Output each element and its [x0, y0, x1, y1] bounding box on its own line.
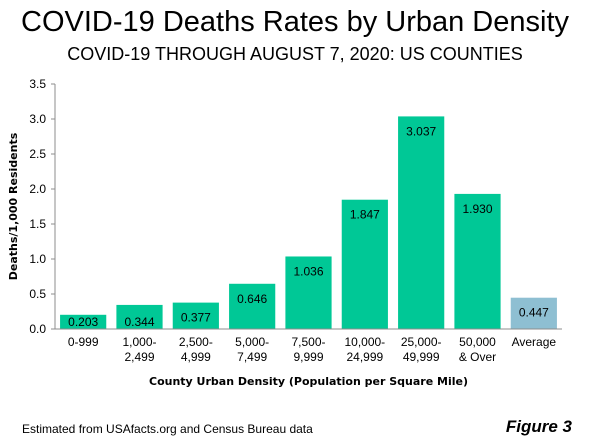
- x-axis-ticks: 0-999 1,000-2,499 2,500-4,999 5,000-7,499 7,…: [68, 335, 557, 364]
- x-tick-label: Average: [512, 335, 557, 349]
- x-tick-label: 50,000 & Over: [459, 335, 496, 364]
- bar: [398, 116, 445, 329]
- data-label: 0.344: [124, 315, 154, 329]
- data-label: 3.037: [406, 124, 436, 138]
- y-tick-label: 3.5: [29, 77, 46, 91]
- y-tick-label: 2.5: [29, 147, 46, 161]
- bar: [229, 283, 276, 329]
- data-label: 0.377: [181, 311, 211, 325]
- y-tick-label: 0.5: [29, 287, 46, 301]
- y-tick-label: 3.0: [29, 112, 46, 126]
- data-label: 1.930: [462, 202, 492, 216]
- bar: [454, 193, 501, 329]
- x-tick-label: 5,000-7,499: [235, 335, 269, 364]
- y-tick-label: 1.5: [29, 217, 46, 231]
- data-labels: 0.203 0.344 0.377 0.646 1.036 1.847 3.037 1.930…: [68, 124, 549, 329]
- bar-average: [510, 297, 557, 329]
- bar: [60, 314, 107, 329]
- x-axis-label: County Urban Density (Population per Squ…: [149, 375, 468, 388]
- x-tick-label: 25,000-49,999: [401, 335, 442, 364]
- y-axis-label: Deaths/1,000 Residents: [7, 132, 20, 280]
- chart-subtitle: COVID-19 THROUGH AUGUST 7, 2020: US COUN…: [67, 44, 523, 64]
- data-label: 1.847: [350, 208, 380, 222]
- bars: [60, 116, 557, 329]
- y-tick-label: 0.0: [29, 322, 46, 336]
- x-tick-label: 2,500-4,999: [179, 335, 213, 364]
- x-tick-label: 10,000-24,999: [344, 335, 385, 364]
- data-label: 0.447: [519, 306, 549, 320]
- figure-label: Figure 3: [505, 417, 572, 436]
- x-tick-label: 0-999: [68, 335, 99, 349]
- bar: [116, 304, 163, 329]
- y-tick-label: 1.0: [29, 252, 46, 266]
- source-note: Estimated from USAfacts.org and Census B…: [22, 422, 313, 436]
- bar: [285, 256, 332, 329]
- data-label: 0.646: [237, 292, 267, 306]
- x-tick-label: 7,500-9,999: [291, 335, 325, 364]
- bar: [341, 199, 388, 329]
- chart-title: COVID-19 Deaths Rates by Urban Density: [21, 6, 569, 38]
- y-tick-label: 2.0: [29, 182, 46, 196]
- y-axis-ticks: 0.0 0.5 1.0 1.5 2.0 2.5 3.0 3.5: [29, 77, 55, 336]
- bar: [172, 302, 219, 329]
- x-tick-label: 1,000-2,499: [122, 335, 156, 364]
- data-label: 1.036: [293, 264, 323, 278]
- data-label: 0.203: [68, 315, 98, 329]
